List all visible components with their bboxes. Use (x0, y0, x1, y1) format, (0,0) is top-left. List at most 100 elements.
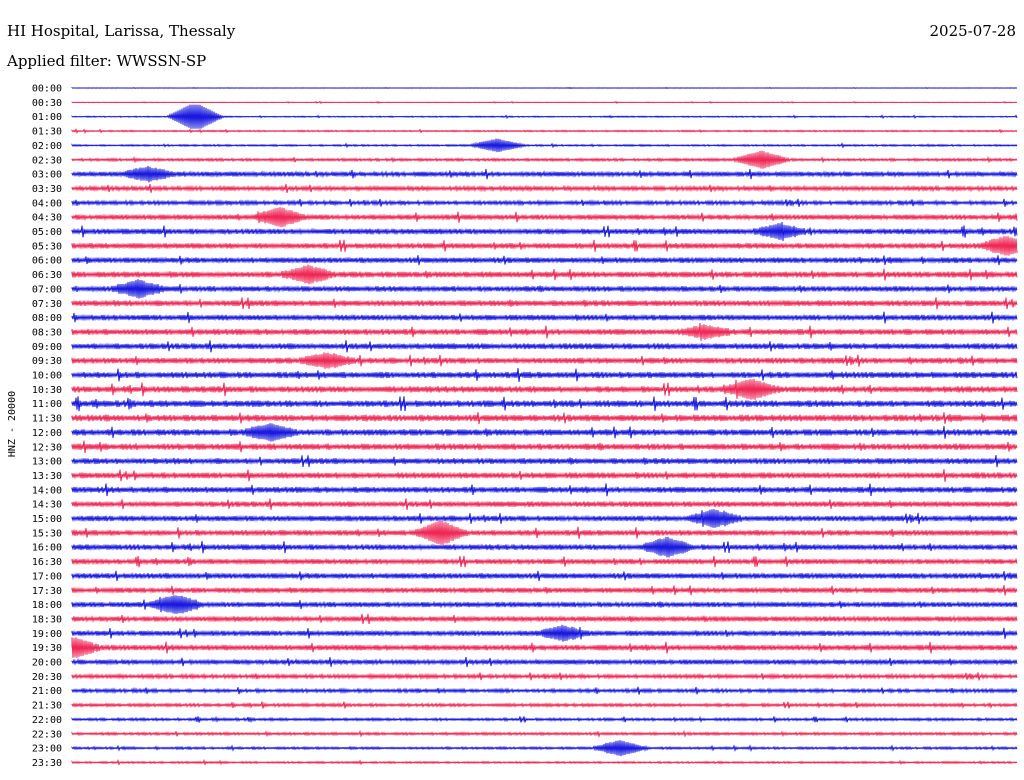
time-tick-label: 07:00 (32, 284, 62, 295)
time-tick-label: 10:30 (32, 385, 62, 396)
seismic-trace-line (71, 198, 1018, 207)
seismic-trace-line (71, 440, 1018, 453)
time-tick-label: 09:30 (32, 356, 62, 367)
seismic-trace-line (71, 207, 1018, 228)
seismic-trace-line (71, 759, 1018, 766)
station-title: HI Hospital, Larissa, Thessaly (7, 22, 236, 40)
seismic-trace-line (71, 672, 1018, 681)
seismic-trace-line (71, 498, 1018, 510)
seismic-trace-line (71, 570, 1018, 581)
time-tick-label: 13:00 (32, 457, 62, 468)
time-tick-label: 19:00 (32, 629, 62, 640)
time-tick-label: 23:30 (32, 758, 62, 769)
seismic-trace-line (71, 87, 1018, 89)
seismic-trace-line (71, 455, 1018, 468)
seismic-trace-line (71, 686, 1018, 695)
seismic-trace-line (71, 279, 1018, 299)
seismic-trace-line (71, 715, 1018, 724)
seismic-trace-line (71, 423, 1018, 442)
time-tick-label: 22:30 (32, 729, 62, 740)
seismic-trace-line (71, 701, 1018, 710)
seismic-trace-line (71, 221, 1018, 242)
seismic-trace-line (71, 740, 1018, 757)
seismic-trace-line (71, 128, 1018, 134)
seismic-trace-line (71, 183, 1018, 193)
seismic-trace-line (71, 585, 1018, 596)
seismic-trace-line (71, 236, 1018, 256)
seismic-trace-line (71, 637, 1018, 658)
time-tick-label: 21:30 (32, 701, 62, 712)
time-tick-label: 16:30 (32, 557, 62, 568)
seismic-trace-line (71, 729, 1018, 738)
seismic-trace-line (71, 469, 1018, 482)
seismic-trace-line (71, 322, 1018, 341)
time-tick-label: 19:30 (32, 643, 62, 654)
time-tick-label: 02:30 (32, 155, 62, 166)
seismic-trace-line (71, 555, 1018, 568)
y-axis-label: HNZ - 20000 (7, 391, 18, 457)
seismic-trace-line (71, 352, 1018, 369)
trace-group: 00:00 00:30 01:00 01:30 02:00 02:30 03:00 03:30… (32, 84, 1018, 769)
time-tick-label: 04:00 (32, 198, 62, 209)
time-tick-label: 03:30 (32, 184, 62, 195)
time-tick-label: 20:00 (32, 658, 62, 669)
time-tick-label: 15:00 (32, 514, 62, 525)
seismic-trace-line (71, 378, 1018, 400)
seismic-trace-line (71, 411, 1018, 425)
time-tick-label: 06:00 (32, 256, 62, 267)
time-tick-label: 07:30 (32, 299, 62, 310)
seismic-trace-line (71, 396, 1018, 412)
time-tick-label: 21:00 (32, 686, 62, 697)
time-tick-label: 05:00 (32, 227, 62, 238)
time-tick-label: 01:30 (32, 127, 62, 138)
seismic-trace-line (71, 165, 1018, 183)
seismic-trace-line (71, 613, 1018, 625)
time-tick-label: 01:00 (32, 112, 62, 123)
seismic-trace-line (71, 595, 1018, 614)
time-tick-label: 03:00 (32, 170, 62, 181)
time-tick-label: 05:30 (32, 241, 62, 252)
time-tick-label: 15:30 (32, 528, 62, 539)
time-tick-label: 18:00 (32, 600, 62, 611)
time-tick-label: 12:00 (32, 428, 62, 439)
time-tick-label: 04:30 (32, 213, 62, 224)
seismic-trace-line (71, 297, 1018, 310)
seismic-trace-line (71, 264, 1018, 285)
time-tick-label: 14:30 (32, 500, 62, 511)
time-tick-label: 02:00 (32, 141, 62, 152)
seismic-trace-line (71, 624, 1018, 642)
time-tick-label: 22:00 (32, 715, 62, 726)
seismic-trace-line (71, 255, 1018, 266)
time-tick-label: 16:00 (32, 543, 62, 554)
time-tick-label: 10:00 (32, 371, 62, 382)
time-tick-label: 17:30 (32, 586, 62, 597)
time-tick-label: 14:00 (32, 485, 62, 496)
seismic-trace-line (71, 520, 1018, 545)
time-tick-label: 23:00 (32, 744, 62, 755)
seismic-trace-line (71, 483, 1018, 497)
seismic-trace-line (71, 311, 1018, 324)
time-tick-label: 12:30 (32, 442, 62, 453)
seismic-trace-line (71, 104, 1018, 129)
seismic-trace-line (71, 138, 1018, 153)
time-tick-label: 09:00 (32, 342, 62, 353)
seismic-trace-line (71, 340, 1018, 353)
time-tick-label: 08:00 (32, 313, 62, 324)
seismic-trace-line (71, 100, 1018, 104)
time-tick-label: 08:30 (32, 327, 62, 338)
time-tick-label: 13:30 (32, 471, 62, 482)
time-tick-label: 11:00 (32, 399, 62, 410)
seismic-trace-line (71, 657, 1018, 667)
time-tick-label: 20:30 (32, 672, 62, 683)
seismic-trace-line (71, 536, 1018, 558)
filter-label: Applied filter: WWSSN-SP (6, 52, 206, 70)
date-label: 2025-07-28 (930, 22, 1016, 40)
time-tick-label: 17:00 (32, 571, 62, 582)
time-tick-label: 06:30 (32, 270, 62, 281)
seismic-trace-line (71, 368, 1018, 382)
time-tick-label: 00:00 (32, 84, 62, 95)
seismic-trace-line (71, 509, 1018, 528)
time-tick-label: 11:30 (32, 414, 62, 425)
time-tick-label: 18:30 (32, 614, 62, 625)
